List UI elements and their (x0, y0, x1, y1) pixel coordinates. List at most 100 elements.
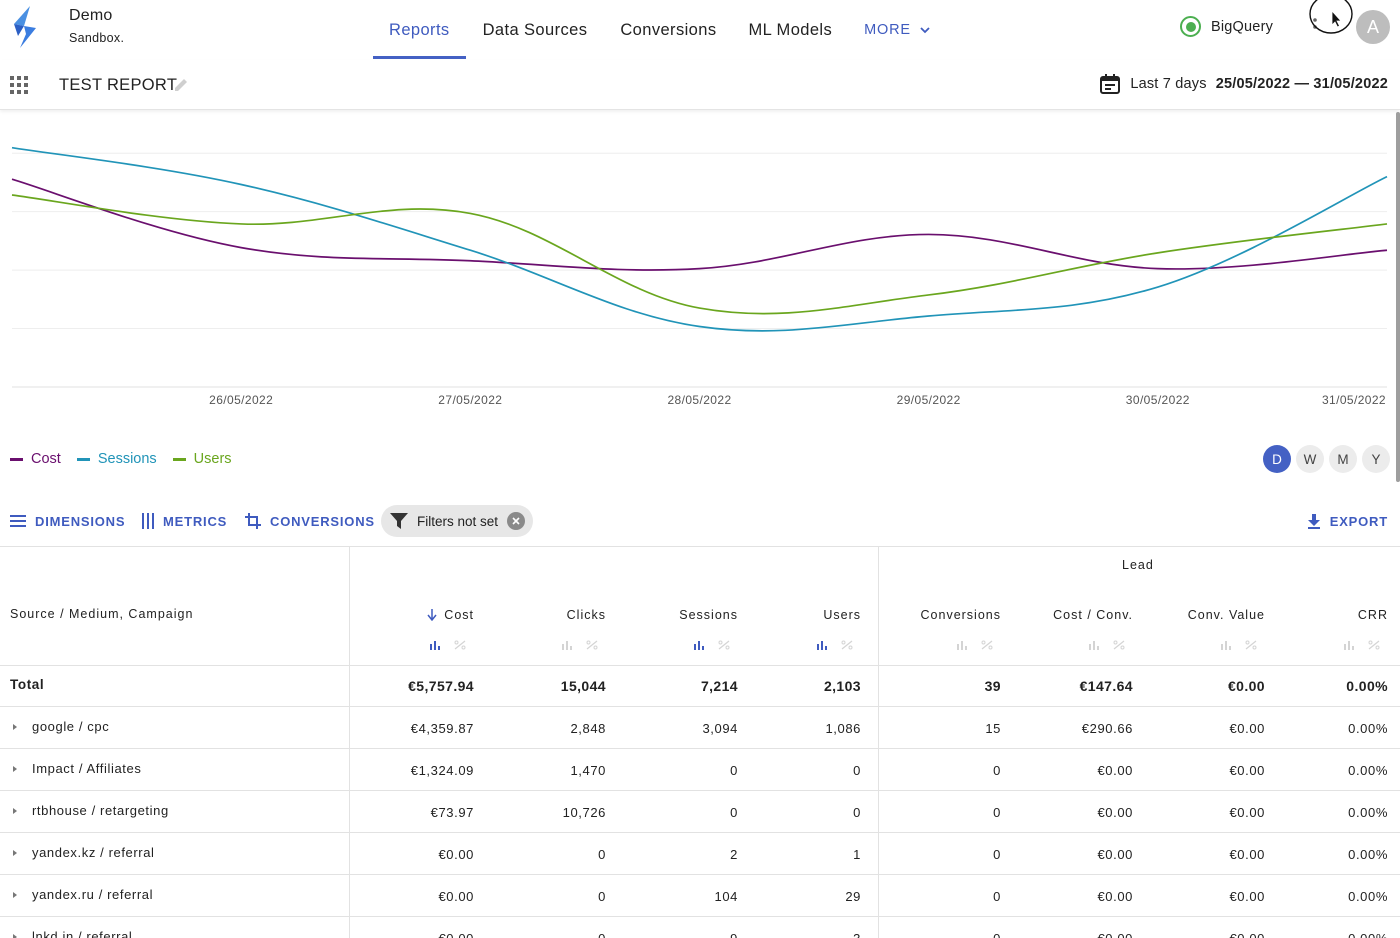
column-group-label: Lead (1122, 558, 1154, 572)
nav-reports[interactable]: Reports (373, 0, 466, 60)
cell-users: 0 (853, 805, 861, 820)
granularity-day-button[interactable]: D (1263, 445, 1291, 473)
legend-label-cost: Cost (31, 451, 61, 467)
bar-chart-icon[interactable] (430, 637, 440, 655)
bar-chart-icon[interactable] (957, 637, 967, 655)
legend-item-cost[interactable]: Cost (10, 451, 61, 467)
table-row[interactable]: Impact / Affiliates €1,324.09 1,470 0 0 0 €0.0… (0, 748, 1400, 790)
column-header-crr[interactable]: CRR (1358, 608, 1388, 622)
filter-chip[interactable]: Filters not set (381, 505, 534, 537)
cell-users: 0 (853, 763, 861, 778)
bar-chart-icon[interactable] (562, 637, 572, 655)
table-row[interactable]: google / cpc €4,359.87 2,848 3,094 1,086 15 €2… (0, 706, 1400, 748)
dimensions-button[interactable]: DIMENSIONS (10, 505, 125, 537)
expand-row-icon[interactable] (13, 766, 17, 772)
cell-conv-value: €0.00 (1229, 931, 1265, 938)
conversions-button[interactable]: CONVERSIONS (245, 505, 375, 537)
column-options (1075, 637, 1125, 655)
series-line-users[interactable] (11, 194, 1388, 315)
column-header-users[interactable]: Users (823, 608, 861, 622)
cell-sessions: 104 (714, 889, 738, 904)
column-header-cost[interactable]: Cost (427, 608, 474, 622)
more-options-icon[interactable] (1309, 0, 1355, 36)
bar-chart-icon[interactable] (817, 637, 827, 655)
nav-ml-models[interactable]: ML Models (748, 20, 833, 39)
legend-item-sessions[interactable]: Sessions (76, 451, 157, 467)
percent-icon[interactable] (841, 637, 853, 655)
cell-sessions: 0 (730, 763, 738, 778)
expand-row-icon[interactable] (13, 808, 17, 814)
download-icon (1307, 513, 1320, 529)
percent-icon[interactable] (454, 637, 466, 655)
column-header-conversions[interactable]: Conversions (921, 608, 1001, 622)
nav-data-sources[interactable]: Data Sources (482, 20, 588, 39)
granularity-year-button[interactable]: Y (1362, 445, 1390, 473)
nav-conversions[interactable]: Conversions (620, 20, 717, 39)
column-header-label: Clicks (566, 608, 606, 622)
expand-row-icon[interactable] (13, 850, 17, 856)
percent-icon[interactable] (1113, 637, 1125, 655)
cell-cost: €0.00 (438, 889, 474, 904)
percent-icon[interactable] (1245, 637, 1257, 655)
column-divider (349, 547, 350, 938)
row-label: google / cpc (32, 719, 110, 734)
bar-chart-icon[interactable] (694, 637, 704, 655)
bar-chart-icon[interactable] (1221, 637, 1231, 655)
row-label: Total (10, 677, 45, 692)
table-total-row[interactable]: Total €5,757.94 15,044 7,214 2,103 39 €147.64 €… (0, 665, 1400, 707)
apps-grid-icon[interactable] (10, 76, 28, 94)
granularity-month-button[interactable]: M (1329, 445, 1357, 473)
cell-conv-value: €0.00 (1229, 721, 1265, 736)
expand-row-icon[interactable] (13, 724, 17, 730)
granularity-toggle: D W M Y (1258, 445, 1390, 473)
percent-icon[interactable] (1368, 637, 1380, 655)
cell-users: 2,103 (823, 678, 861, 694)
column-header-clicks[interactable]: Clicks (567, 608, 606, 622)
legend-item-users[interactable]: Users (172, 451, 232, 467)
page-scrollbar[interactable] (1396, 112, 1400, 482)
percent-icon[interactable] (718, 637, 730, 655)
legend-swatch-cost (10, 457, 23, 461)
column-header-sessions[interactable]: Sessions (679, 608, 738, 622)
cell-cost: €4,359.87 (410, 721, 474, 736)
dimensions-label: DIMENSIONS (35, 513, 126, 529)
column-divider (878, 547, 879, 938)
cell-users: 3 (853, 931, 861, 938)
date-range-picker[interactable]: Last 7 days 25/05/2022 — 31/05/2022 (1099, 73, 1388, 95)
column-header-cost-conv[interactable]: Cost / Conv. (1053, 608, 1133, 622)
app-logo-icon[interactable] (8, 4, 42, 50)
bar-chart-icon[interactable] (1344, 637, 1354, 655)
export-button[interactable]: EXPORT (1307, 505, 1388, 537)
edit-pencil-icon[interactable] (172, 76, 190, 94)
connection-status[interactable]: BigQuery (1180, 16, 1273, 37)
series-line-sessions[interactable] (11, 146, 1388, 332)
workspace-name[interactable]: Demo Sandbox. (69, 7, 124, 45)
table-row[interactable]: rtbhouse / retargeting €73.97 10,726 0 0 0 €0.… (0, 790, 1400, 832)
granularity-week-button[interactable]: W (1296, 445, 1324, 473)
avatar[interactable]: A (1356, 10, 1390, 44)
column-options (803, 637, 853, 655)
x-tick-label: 29/05/2022 (897, 393, 961, 407)
nav-more[interactable]: MORE (848, 0, 947, 60)
chart-legend: Cost Sessions Users (10, 451, 248, 467)
column-header-conv-value[interactable]: Conv. Value (1188, 608, 1265, 622)
table-row[interactable]: yandex.ru / referral €0.00 0 104 29 0 €0.00 €0.… (0, 874, 1400, 916)
metrics-label: METRICS (163, 513, 228, 529)
series-line-cost[interactable] (11, 178, 1388, 271)
expand-row-icon[interactable] (13, 934, 17, 938)
percent-icon[interactable] (981, 637, 993, 655)
bar-chart-icon[interactable] (1089, 637, 1099, 655)
metrics-button[interactable]: METRICS (142, 505, 227, 537)
cell-sessions: 9 (730, 931, 738, 938)
x-tick-label: 26/05/2022 (209, 393, 273, 407)
table-row[interactable]: lnkd.in / referral €0.00 0 9 3 0 €0.00 €0.00 0.0… (0, 916, 1400, 938)
expand-row-icon[interactable] (13, 892, 17, 898)
nav-more-label: MORE (864, 22, 911, 38)
column-options (1330, 637, 1380, 655)
cell-clicks: 10,726 (562, 805, 606, 820)
clear-filter-icon[interactable] (507, 512, 526, 530)
dimensions-icon (10, 515, 26, 527)
dimension-column-header[interactable]: Source / Medium, Campaign (10, 607, 194, 621)
percent-icon[interactable] (586, 637, 598, 655)
table-row[interactable]: yandex.kz / referral €0.00 0 2 1 0 €0.00 €0.00 0… (0, 832, 1400, 874)
